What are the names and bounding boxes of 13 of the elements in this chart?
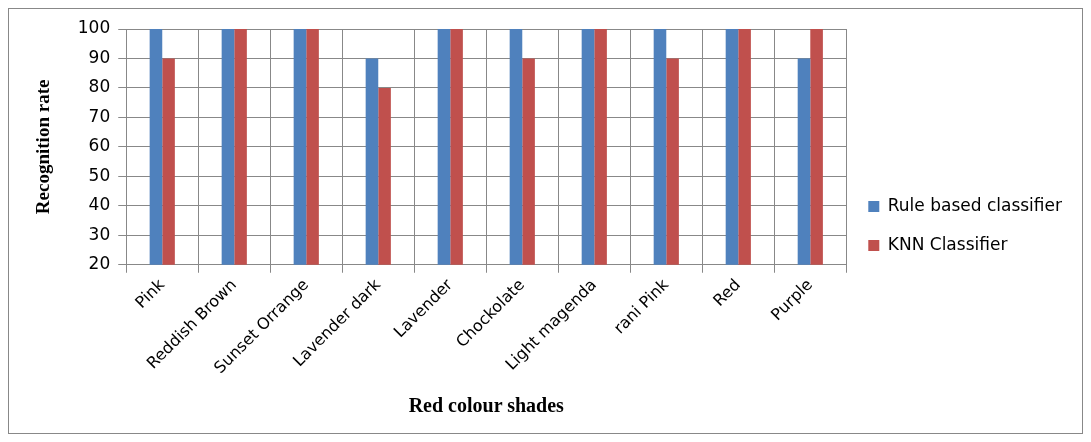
y-tick-label: 100 [77,17,111,38]
y-tick-label: 30 [88,223,111,244]
legend-label: KNN Classifier [887,233,1008,254]
y-tick-label: 70 [88,105,111,126]
y-tick-label: 60 [88,135,111,156]
y-tick-label: 20 [88,253,111,274]
y-tick-label: 90 [88,46,111,67]
x-axis-title: Red colour shades [408,394,565,417]
y-axis-title: Recognition rate [32,79,54,215]
y-tick-label: 50 [88,164,111,185]
y-tick-label: 40 [88,194,111,215]
y-tick-label: 80 [88,76,111,97]
legend-label: Rule based classifier [887,194,1063,215]
